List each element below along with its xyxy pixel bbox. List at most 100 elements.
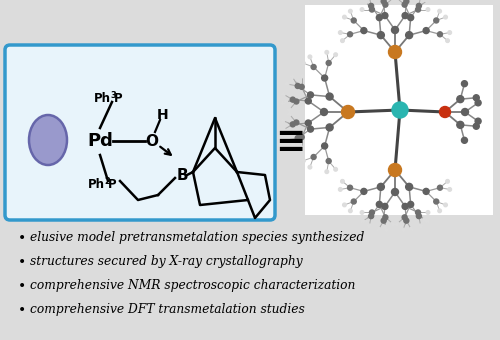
Circle shape: [403, 225, 406, 229]
Circle shape: [395, 222, 399, 225]
Circle shape: [383, 215, 388, 220]
Text: O: O: [146, 134, 158, 149]
Circle shape: [326, 61, 331, 66]
Circle shape: [302, 62, 306, 65]
Circle shape: [419, 224, 422, 228]
Circle shape: [308, 126, 314, 132]
Circle shape: [438, 209, 442, 212]
Circle shape: [402, 215, 407, 220]
Circle shape: [338, 31, 342, 34]
Circle shape: [444, 203, 448, 207]
Circle shape: [368, 224, 371, 228]
Circle shape: [306, 98, 312, 104]
Circle shape: [406, 32, 412, 39]
Circle shape: [290, 75, 294, 79]
Text: 2: 2: [104, 177, 110, 187]
Circle shape: [426, 211, 430, 214]
Circle shape: [322, 143, 328, 149]
Circle shape: [388, 164, 402, 176]
Circle shape: [457, 96, 464, 103]
Text: ≡: ≡: [275, 125, 305, 159]
Circle shape: [423, 188, 429, 194]
Circle shape: [370, 210, 374, 215]
Circle shape: [388, 46, 402, 58]
Circle shape: [282, 92, 285, 96]
Circle shape: [306, 120, 312, 126]
Circle shape: [376, 201, 382, 207]
Circle shape: [364, 218, 368, 222]
Circle shape: [286, 82, 289, 86]
Circle shape: [286, 138, 289, 142]
Circle shape: [382, 13, 388, 19]
FancyBboxPatch shape: [305, 5, 493, 215]
Circle shape: [381, 0, 386, 4]
Circle shape: [462, 81, 468, 87]
Circle shape: [402, 203, 408, 209]
Circle shape: [438, 32, 442, 37]
Circle shape: [348, 185, 352, 190]
Circle shape: [378, 183, 384, 190]
Circle shape: [446, 39, 450, 42]
Text: Ph: Ph: [94, 91, 111, 104]
Circle shape: [383, 2, 388, 7]
Circle shape: [325, 170, 328, 173]
Circle shape: [475, 100, 481, 106]
Text: structures secured by X-ray crystallography: structures secured by X-ray crystallogra…: [30, 255, 302, 269]
Circle shape: [281, 119, 284, 122]
Text: P: P: [108, 178, 116, 191]
Circle shape: [281, 102, 284, 105]
Circle shape: [334, 53, 338, 56]
Circle shape: [326, 158, 331, 164]
Circle shape: [284, 121, 288, 124]
Circle shape: [392, 102, 408, 118]
Circle shape: [446, 180, 450, 183]
Circle shape: [404, 0, 409, 4]
Circle shape: [322, 75, 328, 81]
Circle shape: [351, 199, 356, 204]
Circle shape: [401, 228, 405, 232]
Circle shape: [423, 28, 429, 34]
Circle shape: [342, 15, 346, 19]
Circle shape: [406, 183, 412, 190]
Circle shape: [360, 219, 364, 223]
Circle shape: [292, 142, 295, 146]
Circle shape: [474, 95, 480, 101]
Circle shape: [299, 135, 304, 140]
Text: •: •: [18, 231, 26, 245]
Text: comprehensive NMR spectroscopic characterization: comprehensive NMR spectroscopic characte…: [30, 279, 356, 292]
Circle shape: [294, 99, 299, 104]
Circle shape: [360, 8, 364, 11]
Circle shape: [434, 199, 439, 204]
Circle shape: [295, 136, 300, 140]
Circle shape: [376, 15, 382, 21]
Circle shape: [290, 146, 294, 149]
Circle shape: [340, 180, 344, 183]
Circle shape: [300, 146, 304, 150]
Circle shape: [408, 201, 414, 207]
Text: Ph: Ph: [88, 178, 105, 191]
Circle shape: [440, 106, 450, 118]
Circle shape: [308, 55, 312, 58]
Text: elusive model pretransmetalation species synthesized: elusive model pretransmetalation species…: [30, 232, 364, 244]
Circle shape: [462, 137, 468, 143]
Text: •: •: [18, 255, 26, 269]
Circle shape: [444, 15, 448, 19]
Circle shape: [360, 211, 364, 214]
Circle shape: [361, 28, 367, 34]
Circle shape: [290, 122, 295, 127]
Circle shape: [300, 74, 304, 78]
Circle shape: [426, 8, 430, 11]
Circle shape: [434, 18, 439, 23]
Circle shape: [416, 214, 422, 219]
Circle shape: [282, 128, 285, 132]
Ellipse shape: [29, 115, 67, 165]
Circle shape: [342, 203, 346, 207]
Text: •: •: [18, 303, 26, 317]
Circle shape: [402, 2, 407, 7]
Circle shape: [378, 32, 384, 39]
Circle shape: [426, 219, 430, 223]
Circle shape: [342, 105, 354, 119]
Circle shape: [416, 3, 422, 8]
Circle shape: [364, 0, 368, 4]
Circle shape: [457, 121, 464, 129]
